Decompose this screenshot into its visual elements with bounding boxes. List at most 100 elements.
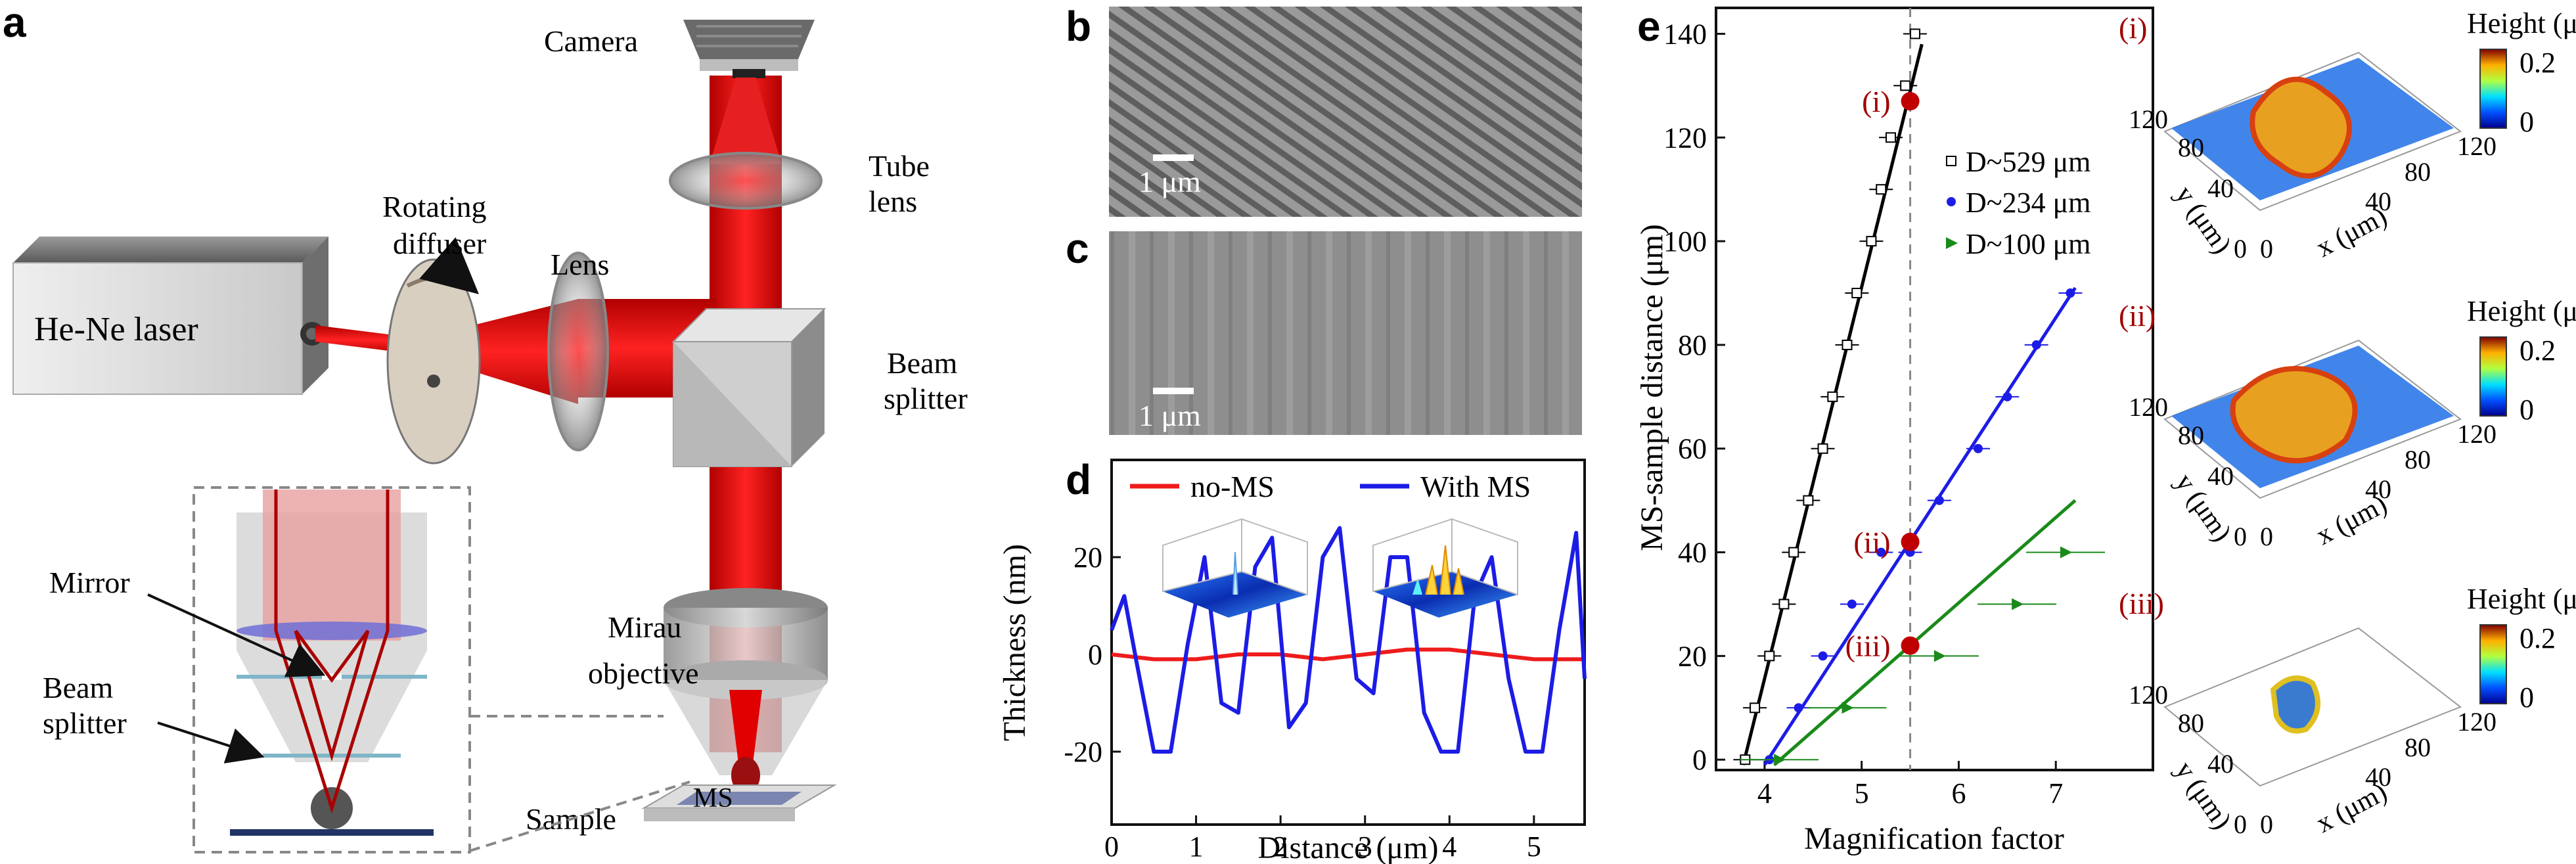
- data-point: [1866, 236, 1877, 247]
- data-point: [1764, 650, 1775, 662]
- y-tick: 80: [2178, 421, 2204, 450]
- label-inset-beam: Beam: [43, 671, 114, 704]
- y-tick-label-e: 140: [1663, 18, 1707, 50]
- legend-marker-e: [1946, 156, 1956, 166]
- beam-splitter-cube-icon: [671, 308, 826, 467]
- x-tick: 80: [2405, 733, 2431, 762]
- data-point: [1750, 702, 1761, 714]
- colorbar-title: Height (μm): [2467, 295, 2576, 327]
- data-point: [1934, 495, 1944, 505]
- y-tick: 40: [2207, 173, 2234, 203]
- panel-letter-a: a: [3, 0, 26, 46]
- x-tick-label-d: 4: [1442, 830, 1457, 863]
- data-point: [2002, 392, 2012, 401]
- origin-x: 0: [2260, 234, 2273, 263]
- panel-c: c 1 μm: [1066, 225, 1582, 435]
- axes-e: 4 5 6 7 0 20 40 60 80 100 120 140: [1663, 8, 2063, 809]
- inset-tag: (ii): [2119, 299, 2156, 332]
- highlight-label: (i): [1862, 85, 1890, 118]
- origin-y: 0: [2234, 522, 2247, 551]
- label-lens: Lens: [551, 248, 609, 281]
- scalebar-c: [1153, 388, 1194, 394]
- lens-icon: [547, 252, 609, 451]
- y-tick-label-e: 120: [1663, 122, 1707, 154]
- x-tick: 80: [2405, 445, 2431, 474]
- highlight-point: [1901, 636, 1920, 655]
- x-tick-label-d: 1: [1189, 830, 1204, 863]
- panel-letter-d: d: [1066, 456, 1091, 503]
- data-point: [1794, 703, 1803, 713]
- colorbar-title: Height (μm): [2467, 7, 2576, 39]
- colorbar-min: 0: [2520, 394, 2534, 426]
- y-tick: 120: [2129, 392, 2168, 422]
- data-point: [1827, 391, 1838, 402]
- label-beam: Beam: [887, 346, 958, 380]
- x-tick: 80: [2405, 157, 2431, 187]
- fringe-image: [1109, 7, 1582, 217]
- y-tick-label-e: 100: [1663, 225, 1707, 258]
- legend-label-e: D~529 μm: [1966, 146, 2090, 178]
- label-camera: Camera: [544, 24, 638, 58]
- data-point: [2066, 288, 2075, 298]
- inset-surface-no-ms: [1162, 518, 1308, 618]
- colorbar-title: Height (μm): [2467, 583, 2576, 615]
- data-point: [1909, 28, 1920, 39]
- label-objective: objective: [588, 656, 699, 690]
- legend-e: D~529 μm D~234 μm D~100 μm: [1946, 146, 2090, 260]
- series-e: (i) (ii) (iii): [1733, 28, 2105, 766]
- label-mirror: Mirror: [49, 566, 130, 599]
- panel-letter-e: e: [1637, 3, 1661, 50]
- data-point: [1817, 443, 1828, 454]
- label-splitter: splitter: [884, 382, 968, 415]
- y-tick-label-e: 0: [1692, 744, 1707, 776]
- y-tick: 40: [2207, 749, 2234, 779]
- x-axis-label-e: Magnification factor: [1804, 821, 2064, 856]
- data-point: [1774, 754, 1786, 766]
- y-tick-label-d: 0: [1088, 639, 1102, 671]
- colorbar-min: 0: [2520, 106, 2534, 138]
- origin-y: 0: [2234, 234, 2247, 263]
- fit-line-1: [1763, 286, 2077, 766]
- x-tick-label-e: 6: [1951, 777, 1966, 809]
- legend-label-e: D~100 μm: [1966, 228, 2090, 260]
- panel-e: e 4 5 6 7 0 20 40 60 80 100 120 140 (i) (ii) (iii) D~…: [1637, 3, 2154, 809]
- x-tick-label-d: 5: [1527, 830, 1541, 863]
- y-tick: 80: [2178, 708, 2204, 738]
- data-point: [1851, 288, 1863, 299]
- laser-icon: [12, 237, 328, 395]
- y-tick-label-e: 40: [1678, 537, 1707, 569]
- surface-pattern: [2249, 76, 2352, 179]
- y-axis-label-e: MS-sample distance (μm): [1635, 224, 1669, 551]
- legend-label-e: D~234 μm: [1966, 187, 2090, 219]
- x-tick: 40: [2365, 762, 2391, 792]
- colorbar-max: 0.2: [2520, 334, 2556, 367]
- label-laser: He-Ne laser: [34, 311, 198, 348]
- data-point: [1974, 443, 1983, 453]
- data-point: [2060, 546, 2072, 558]
- x-axis-label: x (μm): [2311, 489, 2392, 551]
- x-tick-label-d: 2: [1273, 830, 1288, 863]
- fit-line-0: [1741, 43, 1924, 765]
- origin-x: 0: [2260, 809, 2273, 839]
- x-tick: 120: [2457, 707, 2497, 737]
- label-diffuser: diffuser: [393, 227, 486, 260]
- data-point: [1900, 80, 1911, 91]
- legend-marker-e: [1947, 197, 1956, 206]
- data-point: [1788, 547, 1799, 558]
- colorbar: [2479, 624, 2507, 704]
- legend-d: no-MS With MS: [1130, 470, 1531, 503]
- x-axis-label: x (μm): [2311, 777, 2392, 838]
- data-point: [1847, 599, 1857, 609]
- panel-b: b 1 μm: [1066, 3, 1582, 217]
- label-tube: Tube: [869, 149, 930, 183]
- y-tick-label-e: 80: [1678, 329, 1707, 361]
- y-tick-label-e: 60: [1678, 433, 1707, 465]
- surface-pattern: [2270, 675, 2320, 734]
- colorbar-max: 0.2: [2520, 622, 2556, 654]
- sample-stage-icon: [641, 784, 837, 821]
- legend-label-d: With MS: [1420, 470, 1531, 503]
- x-tick-label-e: 5: [1855, 777, 1869, 809]
- origin-x: 0: [2260, 522, 2273, 551]
